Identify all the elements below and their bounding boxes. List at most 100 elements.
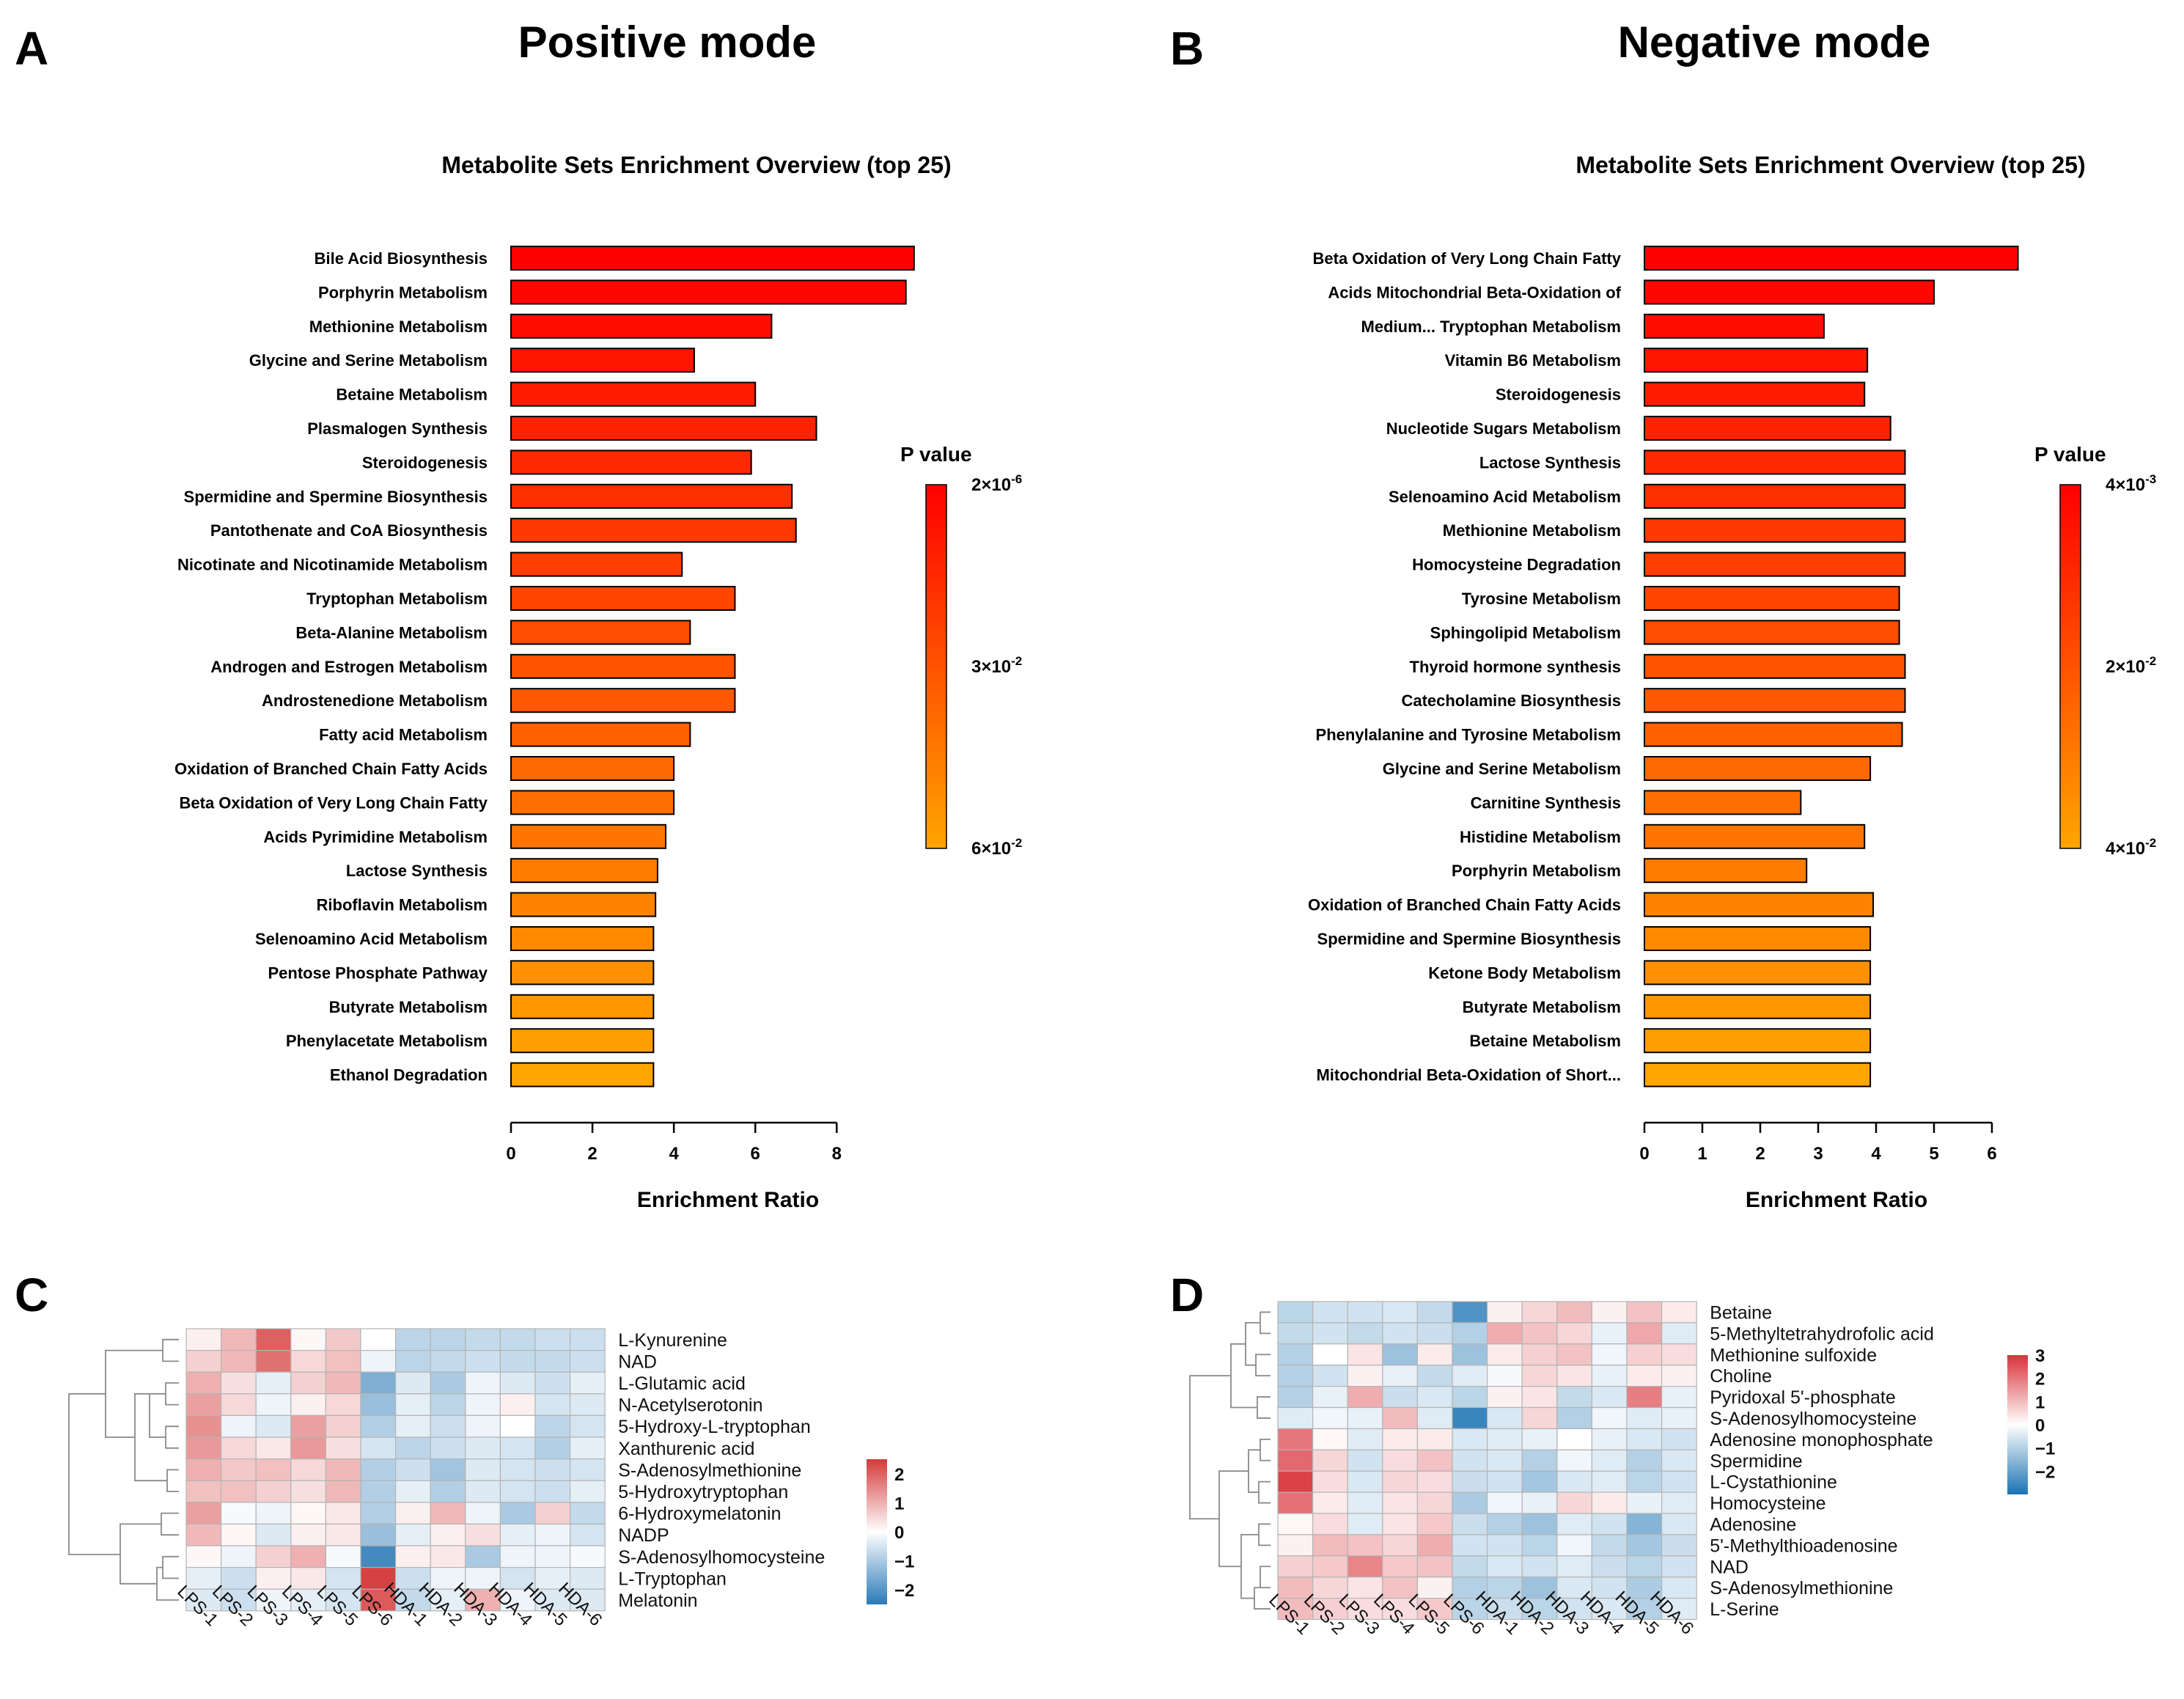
heat-cell-melatonin-hda-6	[569, 1588, 606, 1612]
heat-cell-n-acetylserotonin-hda-5	[534, 1393, 571, 1417]
bar-label-acids-mitochondrial-beta-oxidation-of: Acids Mitochondrial Beta-Oxidation of	[1328, 283, 1621, 301]
heat-cell-l-cystathionine-hda-5	[1626, 1470, 1663, 1493]
heat-cell-xanthurenic-acid-hda-5	[534, 1436, 571, 1460]
bar-label-butyrate-metabolism: Butyrate Metabolism	[329, 998, 488, 1016]
bar-label-carnitine-synthesis: Carnitine Synthesis	[1471, 793, 1621, 812]
heat-cell-nad-lps-6	[360, 1349, 397, 1373]
bar-histidine-metabolism	[1644, 823, 1866, 849]
bar-label-porphyrin-metabolism: Porphyrin Metabolism	[318, 283, 488, 301]
x-tick-label-6: 6	[751, 1144, 760, 1164]
heat-legend-tick--2: −2	[2035, 1462, 2055, 1482]
heat-cell-homocysteine-lps-2	[1312, 1491, 1348, 1514]
legend-title: P value	[2034, 443, 2106, 466]
heat-cell-5-hydroxytryptophan-hda-4	[499, 1480, 536, 1503]
heat-cell-l-serine-hda-5	[1626, 1598, 1663, 1621]
bar-label-methionine-metabolism: Methionine Metabolism	[1443, 521, 1621, 540]
legend-colorbar	[925, 484, 947, 849]
heat-cell-betaine-hda-2	[1521, 1301, 1558, 1324]
heat-cell-betaine-lps-6	[1452, 1301, 1488, 1324]
heat-cell-nadp-lps-1	[185, 1523, 222, 1546]
heat-cell-spermidine-hda-6	[1661, 1449, 1697, 1472]
heat-cell-melatonin-lps-1	[185, 1588, 222, 1612]
heat-cell-6-hydroxymelatonin-lps-6	[360, 1502, 397, 1525]
heat-cell-xanthurenic-acid-lps-5	[325, 1436, 361, 1460]
heat-cell-l-serine-lps-4	[1382, 1598, 1419, 1621]
heat-cell-n-acetylserotonin-lps-2	[221, 1393, 257, 1417]
heat-cell-5-hydroxy-l-tryptophan-hda-4	[499, 1414, 536, 1438]
bar-thyroid-hormone-synthesis	[1644, 653, 1906, 679]
heat-cell-6-hydroxymelatonin-hda-1	[394, 1502, 431, 1525]
bar-label-sphingolipid-metabolism: Sphingolipid Metabolism	[1430, 623, 1621, 642]
heat-cell-n-acetylserotonin-lps-4	[290, 1393, 326, 1417]
bar-androgen-and-estrogen-metabolism	[510, 653, 736, 679]
legend-tick-0: 4×10-3	[2106, 472, 2156, 495]
bar-chart-positive-mode: Metabolite Sets Enrichment Overview (top…	[174, 152, 1022, 1212]
heat-cell-6-hydroxymelatonin-hda-4	[499, 1502, 536, 1525]
heat-cell-xanthurenic-acid-lps-2	[221, 1436, 257, 1460]
heat-cell-6-hydroxymelatonin-lps-5	[325, 1502, 361, 1525]
heat-cell-pyridoxal-5-phosphate-hda-5	[1626, 1385, 1663, 1409]
heat-cell-xanthurenic-acid-lps-4	[290, 1436, 326, 1460]
heat-cell-l-cystathionine-hda-2	[1521, 1470, 1558, 1493]
x-axis-title: Enrichment Ratio	[637, 1188, 819, 1212]
heat-cell-nadp-hda-6	[569, 1523, 606, 1546]
heat-cell-nad-lps-2	[1312, 1555, 1348, 1578]
heat-cell-6-hydroxymelatonin-hda-5	[534, 1502, 571, 1525]
heat-cell-s-adenosylmethionine-lps-6	[1452, 1577, 1488, 1599]
bar-lactose-synthesis	[510, 858, 658, 884]
row-label-homocysteine: Homocysteine	[1710, 1494, 1825, 1514]
heat-cell-homocysteine-hda-1	[1486, 1491, 1523, 1514]
heat-cell-pyridoxal-5-phosphate-hda-1	[1486, 1385, 1523, 1409]
bar-label-lactose-synthesis: Lactose Synthesis	[1479, 453, 1621, 471]
heat-cell-s-adenosylhomocysteine-lps-4	[1382, 1406, 1419, 1429]
heat-cell-nad-hda-4	[499, 1349, 536, 1373]
bar-beta-oxidation-of-very-long-chain-fatty	[1644, 246, 2019, 271]
heat-cell-pyridoxal-5-phosphate-lps-4	[1382, 1385, 1419, 1409]
heat-cell-nad-hda-2	[430, 1349, 466, 1373]
heat-cell-6-hydroxymelatonin-lps-4	[290, 1502, 326, 1525]
heat-cell-methionine-sulfoxide-hda-3	[1556, 1343, 1593, 1366]
heat-cell-xanthurenic-acid-lps-6	[360, 1436, 397, 1460]
heat-cell-nad-hda-6	[569, 1349, 606, 1373]
heat-cell-l-serine-lps-6	[1452, 1598, 1488, 1621]
heat-cell-adenosine-lps-4	[1382, 1513, 1419, 1535]
dendrogram-branch-9	[1260, 1566, 1271, 1589]
bar-label-tryptophan-metabolism: Tryptophan Metabolism	[306, 590, 488, 608]
heat-cell-l-kynurenine-lps-1	[185, 1328, 222, 1351]
heat-cell-5-hydroxytryptophan-hda-3	[465, 1480, 501, 1503]
bar-spermidine-and-spermine-biosynthesis	[1644, 926, 1872, 951]
heat-cell-nad-lps-4	[1382, 1555, 1419, 1578]
bar-steroidogenesis	[510, 449, 752, 475]
heat-cell-choline-lps-2	[1312, 1365, 1348, 1387]
bar-acids-pyrimidine-metabolism	[510, 823, 667, 849]
heat-cell-nad-lps-6	[1452, 1555, 1488, 1578]
row-label-5-methyltetrahydrofolic-acid: 5-Methyltetrahydrofolic acid	[1710, 1324, 1934, 1344]
bar-label-glycine-and-serine-metabolism: Glycine and Serine Metabolism	[1383, 760, 1621, 778]
bar-selenoamino-acid-metabolism	[510, 926, 655, 951]
heat-cell-n-acetylserotonin-lps-1	[185, 1393, 222, 1417]
heat-cell-l-cystathionine-hda-6	[1661, 1470, 1697, 1493]
heat-cell-5-methylthioadenosine-lps-1	[1277, 1534, 1314, 1557]
heat-cell-nadp-hda-1	[394, 1523, 431, 1546]
heat-cell-5-hydroxytryptophan-hda-2	[430, 1480, 466, 1503]
heat-cell-choline-hda-2	[1521, 1365, 1558, 1387]
bar-selenoamino-acid-metabolism	[1644, 483, 1906, 509]
heat-cell-adenosine-monophosphate-lps-1	[1277, 1428, 1314, 1450]
heat-cell-spermidine-lps-1	[1277, 1449, 1314, 1472]
heat-cell-s-adenosylhomocysteine-hda-2	[430, 1545, 466, 1568]
row-label-5-hydroxy-l-tryptophan: 5-Hydroxy-L-tryptophan	[618, 1417, 811, 1437]
bar-label-plasmalogen-synthesis: Plasmalogen Synthesis	[307, 419, 488, 438]
heat-cell-nad-lps-3	[1347, 1555, 1383, 1578]
heat-cell-nadp-hda-5	[534, 1523, 571, 1546]
bar-tryptophan-metabolism	[510, 586, 736, 611]
heat-cell-5-methyltetrahydrofolic-acid-hda-5	[1626, 1322, 1663, 1345]
heat-cell-betaine-lps-2	[1312, 1301, 1348, 1324]
heat-cell-adenosine-lps-5	[1416, 1513, 1453, 1535]
heat-cell-nad-lps-2	[221, 1349, 257, 1373]
heat-cell-5-methylthioadenosine-hda-2	[1521, 1534, 1558, 1557]
bar-label-androstenedione-metabolism: Androstenedione Metabolism	[262, 691, 488, 710]
heat-cell-s-adenosylmethionine-hda-3	[465, 1458, 501, 1481]
heat-cell-l-glutamic-acid-lps-1	[185, 1371, 222, 1395]
heat-cell-5-hydroxy-l-tryptophan-hda-6	[569, 1414, 606, 1438]
heat-cell-n-acetylserotonin-hda-3	[465, 1393, 501, 1417]
